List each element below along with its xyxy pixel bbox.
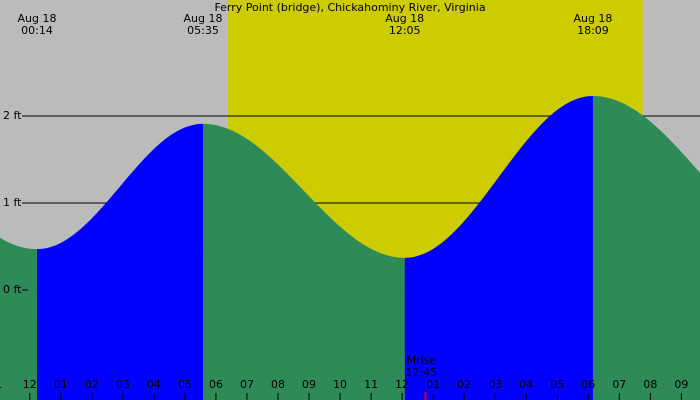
falling-tide [203, 123, 405, 400]
y-tick-label: 0 ft [3, 283, 22, 296]
extreme-time: 12:05 [389, 24, 421, 37]
x-tick-label: 12 [23, 378, 37, 391]
extreme-time: 05:35 [187, 24, 219, 37]
extreme-date: Aug 18 [18, 12, 57, 25]
x-tick-label: 01 [54, 378, 68, 391]
rising-tide [37, 123, 204, 400]
x-tick-label: 09 [302, 378, 316, 391]
rising-tide [404, 95, 593, 400]
x-tick-label: 06 [581, 378, 595, 391]
extreme-time: 00:14 [21, 24, 53, 37]
x-tick-label: 08 [271, 378, 285, 391]
x-tick-label: 10 [333, 378, 347, 391]
extreme-date: Aug 18 [573, 12, 612, 25]
moonrise-time: 12:45 [406, 366, 438, 379]
extreme-date: Aug 18 [385, 12, 424, 25]
x-tick-label: 04 [519, 378, 533, 391]
x-tick-label: 05 [178, 378, 192, 391]
x-tick-label: 03 [116, 378, 130, 391]
y-tick-label: 1 ft [3, 196, 22, 209]
x-tick-label: 04 [147, 378, 161, 391]
chart-title: Ferry Point (bridge), Chickahominy River… [214, 1, 485, 14]
x-tick-label: 12 [395, 378, 409, 391]
y-tick-label: 2 ft [3, 109, 22, 122]
extreme-date: Aug 18 [184, 12, 223, 25]
x-tick-label: 05 [550, 378, 564, 391]
x-tick-label: 11 [364, 378, 378, 391]
falling-tide [592, 95, 700, 400]
x-tick-label: 01 [426, 378, 440, 391]
falling-tide [0, 237, 38, 400]
x-tick-label: 07 [240, 378, 254, 391]
x-tick-label: 1 [0, 378, 2, 391]
x-tick-label: 06 [209, 378, 223, 391]
x-tick-label: 02 [457, 378, 471, 391]
x-tick-label: 03 [488, 378, 502, 391]
x-tick-label: 07 [612, 378, 626, 391]
x-tick-label: 09 [674, 378, 688, 391]
extreme-time: 18:09 [577, 24, 609, 37]
x-tick-label: 02 [85, 378, 99, 391]
x-tick-label: 08 [643, 378, 657, 391]
moonrise-label: Mrise [407, 354, 437, 367]
